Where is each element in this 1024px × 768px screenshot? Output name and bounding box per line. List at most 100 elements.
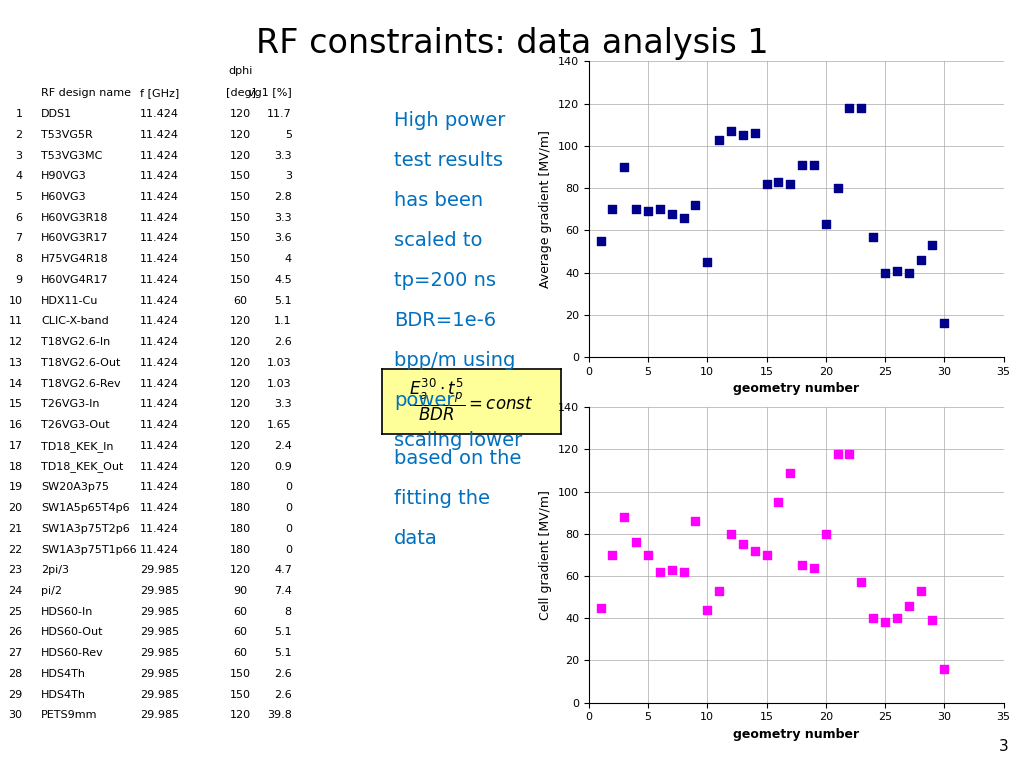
Point bbox=[711, 584, 727, 597]
Text: 5.1: 5.1 bbox=[274, 648, 292, 658]
Text: SW1A3p75T1p66: SW1A3p75T1p66 bbox=[41, 545, 136, 554]
Text: 2.6: 2.6 bbox=[274, 690, 292, 700]
Point bbox=[782, 466, 799, 478]
Text: 26: 26 bbox=[8, 627, 23, 637]
Text: 11.424: 11.424 bbox=[140, 399, 179, 409]
Text: H60VG3: H60VG3 bbox=[41, 192, 87, 202]
Text: 11.424: 11.424 bbox=[140, 358, 179, 368]
Text: H75VG4R18: H75VG4R18 bbox=[41, 254, 109, 264]
Text: 29.985: 29.985 bbox=[140, 586, 179, 596]
Text: 120: 120 bbox=[230, 710, 251, 720]
Text: 29: 29 bbox=[8, 690, 23, 700]
Text: 11.424: 11.424 bbox=[140, 192, 179, 202]
Point bbox=[604, 548, 621, 561]
Text: $\dfrac{E_a^{30} \cdot t_p^5}{BDR} = const$: $\dfrac{E_a^{30} \cdot t_p^5}{BDR} = con… bbox=[410, 377, 534, 423]
Point bbox=[912, 584, 929, 597]
Text: 2.6: 2.6 bbox=[274, 669, 292, 679]
X-axis label: geometry number: geometry number bbox=[733, 728, 859, 741]
Text: 39.8: 39.8 bbox=[267, 710, 292, 720]
Text: 29.985: 29.985 bbox=[140, 648, 179, 658]
Point bbox=[640, 548, 656, 561]
Text: 30: 30 bbox=[8, 710, 23, 720]
Point bbox=[604, 203, 621, 215]
Text: 24: 24 bbox=[8, 586, 23, 596]
Text: High power: High power bbox=[394, 111, 506, 131]
Text: has been: has been bbox=[394, 191, 483, 210]
Text: 19: 19 bbox=[8, 482, 23, 492]
Point bbox=[842, 447, 858, 459]
Text: 120: 120 bbox=[230, 337, 251, 347]
Point bbox=[865, 230, 882, 243]
Point bbox=[676, 565, 692, 578]
Text: T53VG3MC: T53VG3MC bbox=[41, 151, 102, 161]
Text: HDS60-In: HDS60-In bbox=[41, 607, 93, 617]
Point bbox=[676, 211, 692, 224]
Point bbox=[687, 515, 703, 527]
Point bbox=[900, 266, 916, 279]
Point bbox=[900, 599, 916, 611]
Point bbox=[640, 205, 656, 217]
Text: 90: 90 bbox=[233, 586, 248, 596]
Text: 11.424: 11.424 bbox=[140, 337, 179, 347]
Text: 27: 27 bbox=[8, 648, 23, 658]
Text: 150: 150 bbox=[230, 171, 251, 181]
Text: 29.985: 29.985 bbox=[140, 627, 179, 637]
Text: 120: 120 bbox=[230, 358, 251, 368]
Text: 28: 28 bbox=[8, 669, 23, 679]
Point bbox=[889, 612, 905, 624]
Text: HDS60-Rev: HDS60-Rev bbox=[41, 648, 103, 658]
Text: 120: 120 bbox=[230, 130, 251, 140]
Text: 11.424: 11.424 bbox=[140, 420, 179, 430]
Point bbox=[806, 561, 822, 574]
Text: 23: 23 bbox=[8, 565, 23, 575]
Text: T53VG5R: T53VG5R bbox=[41, 130, 93, 140]
Text: 3.3: 3.3 bbox=[274, 399, 292, 409]
Text: RF constraints: data analysis 1: RF constraints: data analysis 1 bbox=[256, 27, 768, 60]
Point bbox=[794, 159, 810, 171]
Text: test results: test results bbox=[394, 151, 503, 170]
Text: 11.424: 11.424 bbox=[140, 296, 179, 306]
Point bbox=[817, 218, 834, 230]
Text: 11.424: 11.424 bbox=[140, 545, 179, 554]
Text: 2.4: 2.4 bbox=[274, 441, 292, 451]
Text: H60VG3R17: H60VG3R17 bbox=[41, 233, 109, 243]
Text: 7: 7 bbox=[15, 233, 23, 243]
Text: power: power bbox=[394, 391, 455, 410]
Text: scaling lower: scaling lower bbox=[394, 431, 522, 450]
Text: 4.5: 4.5 bbox=[274, 275, 292, 285]
Text: 60: 60 bbox=[233, 296, 248, 306]
Text: BDR=1e-6: BDR=1e-6 bbox=[394, 311, 497, 330]
Point bbox=[628, 536, 644, 548]
Text: 15: 15 bbox=[8, 399, 23, 409]
Text: 11: 11 bbox=[8, 316, 23, 326]
Text: 1.03: 1.03 bbox=[267, 358, 292, 368]
Point bbox=[770, 176, 786, 188]
Text: TD18_KEK_Out: TD18_KEK_Out bbox=[41, 462, 123, 472]
Point bbox=[770, 496, 786, 508]
Text: 2.8: 2.8 bbox=[274, 192, 292, 202]
Text: 11.424: 11.424 bbox=[140, 441, 179, 451]
Text: 8: 8 bbox=[285, 607, 292, 617]
Text: 29.985: 29.985 bbox=[140, 669, 179, 679]
Point bbox=[865, 612, 882, 624]
Point bbox=[699, 604, 716, 616]
Text: CLIC-X-band: CLIC-X-band bbox=[41, 316, 109, 326]
Text: 0: 0 bbox=[285, 503, 292, 513]
Text: 11.7: 11.7 bbox=[267, 109, 292, 119]
Text: 3.6: 3.6 bbox=[274, 233, 292, 243]
Text: 5.1: 5.1 bbox=[274, 627, 292, 637]
Point bbox=[593, 601, 609, 614]
Point bbox=[806, 159, 822, 171]
Text: 180: 180 bbox=[230, 545, 251, 554]
Point bbox=[842, 102, 858, 114]
Point bbox=[936, 317, 952, 329]
Text: 11.424: 11.424 bbox=[140, 130, 179, 140]
Point bbox=[925, 239, 941, 251]
Text: 11.424: 11.424 bbox=[140, 171, 179, 181]
Text: H60VG3R18: H60VG3R18 bbox=[41, 213, 109, 223]
Text: 120: 120 bbox=[230, 379, 251, 389]
Text: tp=200 ns: tp=200 ns bbox=[394, 271, 497, 290]
Point bbox=[853, 576, 869, 588]
Point bbox=[664, 207, 680, 220]
Point bbox=[711, 134, 727, 146]
